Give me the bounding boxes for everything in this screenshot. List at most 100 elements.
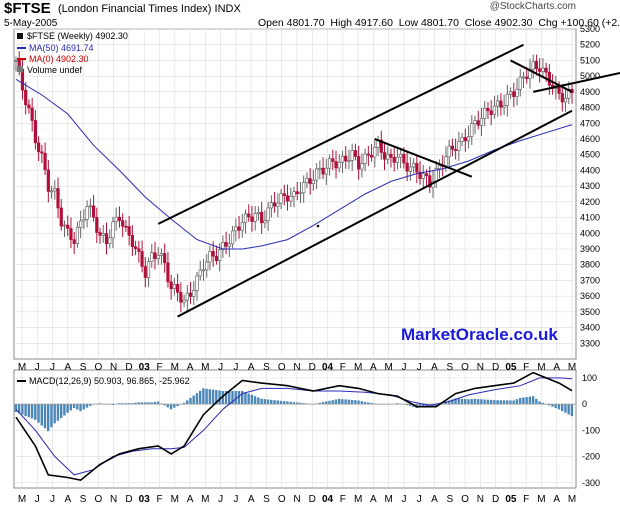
price-bar-body <box>146 261 151 278</box>
x-tick-label: J <box>417 494 422 505</box>
price-bar-body <box>59 207 63 227</box>
x-tick-label: 04 <box>322 494 334 505</box>
macd-histogram-bar <box>302 403 305 405</box>
macd-histogram-bar <box>283 401 286 405</box>
price-bar-body <box>240 222 244 231</box>
price-bar-body <box>104 233 109 244</box>
macd-histogram-bar <box>464 399 467 405</box>
trend-line <box>374 138 473 178</box>
macd-histogram-bar <box>221 390 224 405</box>
price-bar-body <box>408 166 412 172</box>
price-bar-body <box>179 292 183 303</box>
price-bar-body <box>224 242 228 247</box>
x-tick-label: M <box>537 494 545 505</box>
macd-histogram-bar <box>234 390 237 405</box>
x-tick-label: 05 <box>505 494 517 505</box>
price-bar-body <box>198 269 202 277</box>
macd-histogram-bar <box>14 404 18 412</box>
x-tick-label: N <box>477 494 484 505</box>
chart-title: (London Financial Times Index) INDX <box>58 3 241 15</box>
price-bar-body <box>269 202 273 209</box>
price-bar-body <box>518 76 522 90</box>
change-value: +100.60 (+2.10%) <box>560 17 620 29</box>
price-bar-body <box>295 191 299 195</box>
price-y-axis: 3300 3400 3500 3600 3700 3800 3900 4000 4100 4200… <box>580 24 600 348</box>
price-y-tick-label: 4600 <box>580 134 600 144</box>
macd-histogram-bar <box>56 404 60 421</box>
price-bar-body <box>473 120 477 124</box>
x-tick-label: S <box>263 362 270 373</box>
macd-histogram-bar <box>166 404 170 408</box>
price-bar-body <box>321 167 325 175</box>
price-bar-body <box>85 206 89 220</box>
macd-histogram-bar <box>476 399 480 405</box>
market-oracle-annotation: MarketOracle.co.uk <box>401 325 558 344</box>
price-bar-body <box>563 97 568 103</box>
macd-histogram-bar <box>470 399 473 405</box>
macd-histogram-bar <box>337 398 341 405</box>
macd-histogram-bar <box>363 401 367 405</box>
price-bar-body <box>227 243 231 247</box>
x-tick-label: J <box>401 362 406 373</box>
x-tick-label: J <box>218 362 223 373</box>
legend-price-swatch <box>17 33 23 39</box>
price-bar-body <box>512 91 516 97</box>
x-tick-label: A <box>553 494 560 505</box>
macd-histogram-bar <box>127 403 131 405</box>
price-bar-body <box>496 100 500 107</box>
macd-histogram-bar <box>561 404 564 412</box>
price-bar-body <box>521 76 526 79</box>
macd-histogram-bar <box>354 400 357 405</box>
price-bar-body <box>483 108 487 119</box>
macd-histogram-bar <box>567 404 570 415</box>
price-bar-body <box>392 157 396 163</box>
price-y-tick-label: 5000 <box>580 71 600 81</box>
macd-histogram-bar <box>72 404 76 409</box>
price-y-tick-label: 3300 <box>580 338 600 348</box>
price-bar-body <box>49 190 54 193</box>
macd-histogram-bar <box>69 404 73 411</box>
macd-histogram-bar <box>292 402 296 405</box>
macd-histogram-bar <box>460 398 464 405</box>
x-tick-label: O <box>94 362 102 373</box>
macd-histogram-bar <box>228 390 231 405</box>
macd-histogram-bar <box>111 404 115 405</box>
price-bar-body <box>214 255 219 262</box>
stockcharts-watermark[interactable]: @StockCharts.com <box>489 1 576 12</box>
macd-histogram-bar <box>137 402 140 405</box>
macd-histogram-bar <box>473 398 477 405</box>
macd-line <box>15 371 573 481</box>
price-bar-body <box>515 88 519 97</box>
macd-histogram-bar <box>444 402 448 405</box>
price-bar-body <box>428 175 432 188</box>
price-bar-body <box>130 235 134 247</box>
macd-histogram-bar <box>334 399 338 405</box>
macd-histogram-bar <box>512 400 515 405</box>
price-bar-body <box>292 191 296 197</box>
x-tick-label: J <box>50 362 55 373</box>
x-tick-label: A <box>187 494 194 505</box>
price-y-tick-label: 4300 <box>580 181 600 191</box>
price-bar-body <box>363 153 367 164</box>
macd-histogram-bar <box>321 402 325 405</box>
price-bar-body <box>454 149 458 151</box>
macd-histogram-bar <box>224 390 228 405</box>
macd-histogram-bar <box>53 404 56 424</box>
macd-histogram-bar <box>515 399 519 405</box>
price-bar-body <box>185 292 189 301</box>
price-bar-body <box>350 150 354 161</box>
chart-date: 5-May-2005 <box>4 18 58 29</box>
x-tick-label: D <box>125 494 132 505</box>
macd-histogram-bar <box>299 402 302 405</box>
price-bar-body <box>14 60 18 62</box>
macd-histogram-bar <box>208 389 212 405</box>
macd-histogram-bar <box>564 404 567 413</box>
macd-histogram-bar <box>82 404 85 410</box>
price-bar-body <box>315 168 319 181</box>
price-bars <box>14 51 574 313</box>
index-name: (London Financial Times Index) <box>58 3 212 15</box>
x-tick-label: M <box>171 494 179 505</box>
x-tick-label: F <box>340 362 346 373</box>
macd-histogram-bar <box>218 390 221 405</box>
x-axis-top: M J J A S O N D 03 F M A M J J A S O N D 04 F M A M J J A S O N D 05 F M A M <box>18 362 576 373</box>
